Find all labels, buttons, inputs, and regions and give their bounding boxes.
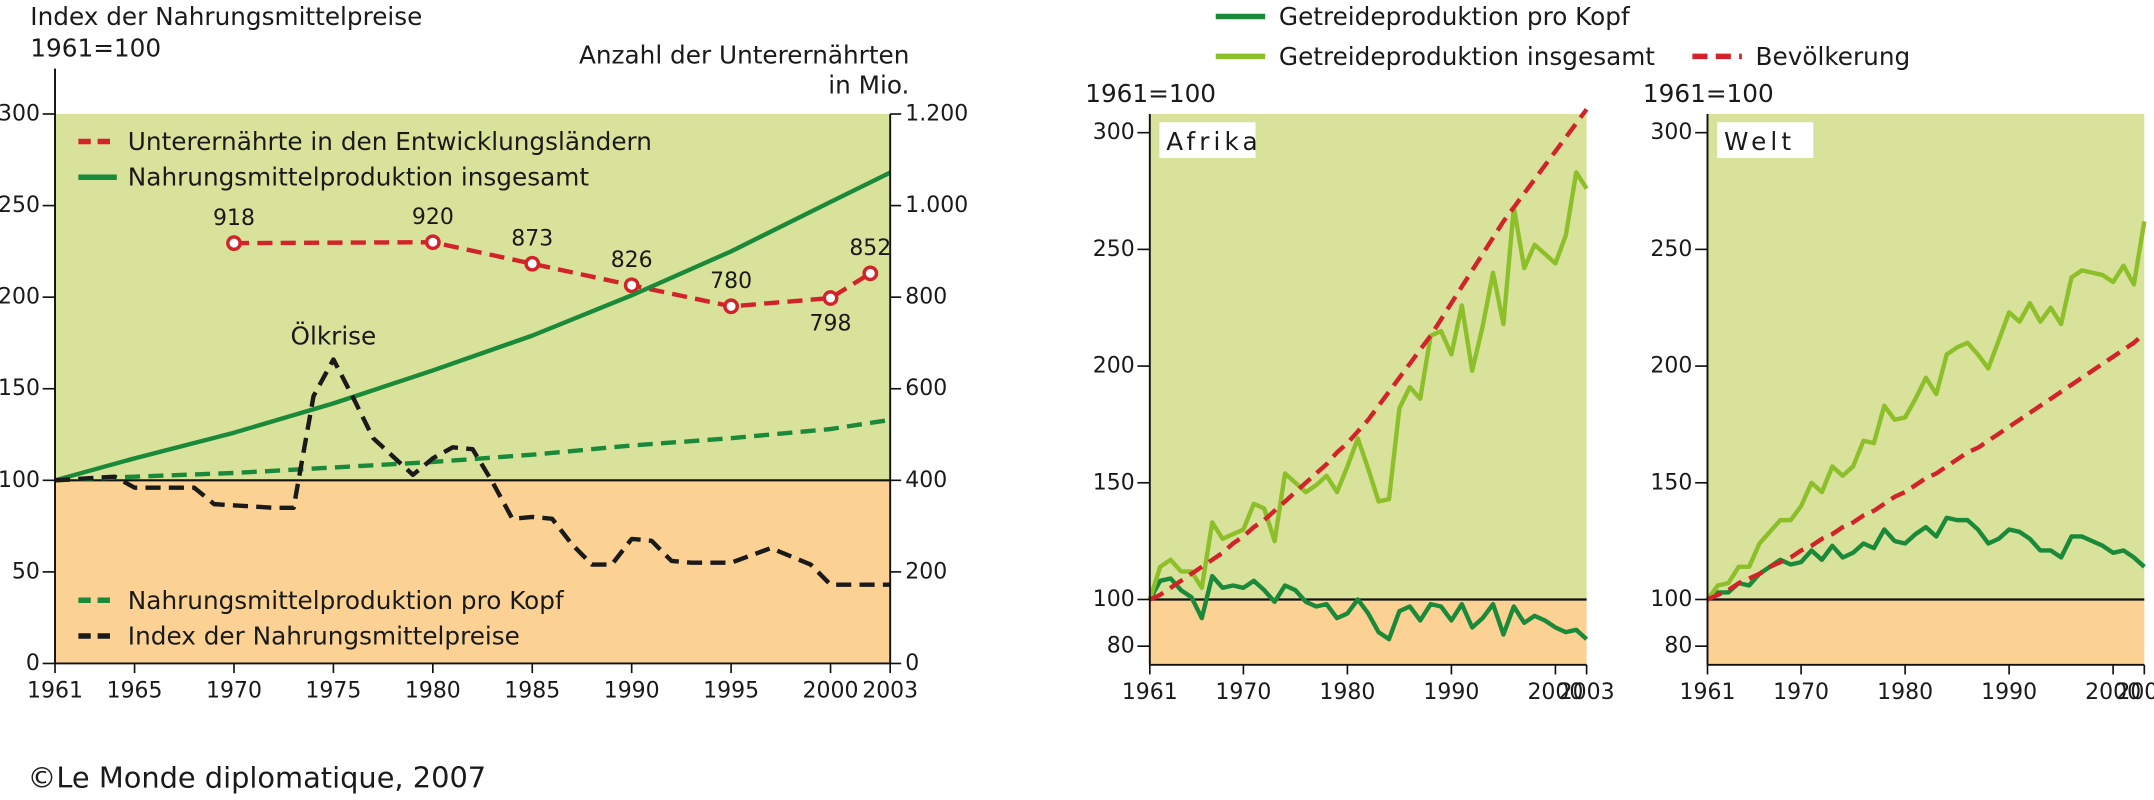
x-tick-label: 1995 xyxy=(703,678,759,703)
x-tick-label: 1985 xyxy=(504,678,560,703)
x-tick-label: 2000 xyxy=(2085,680,2141,705)
series-line xyxy=(54,417,891,483)
panel-title: Welt xyxy=(1724,127,1795,156)
y-tick-label: 100 xyxy=(1093,587,1135,612)
y-tick-label: 0 xyxy=(26,651,40,676)
y-tick-label: 250 xyxy=(1093,237,1135,262)
series-line xyxy=(1147,573,1589,642)
y-axis-label: 1961=100 xyxy=(1085,79,1216,108)
x-tick-label: 2000 xyxy=(803,678,859,703)
panel-title-box xyxy=(1159,122,1256,158)
marker xyxy=(424,234,441,251)
value-label: 780 xyxy=(710,269,752,294)
marker xyxy=(822,290,839,306)
legend-label: Nahrungsmittelproduktion insgesamt xyxy=(128,163,590,192)
annotation: Ölkrise xyxy=(291,322,377,351)
y2-tick-label: 800 xyxy=(905,285,947,310)
value-label: 852 xyxy=(849,236,891,261)
y2-axis-label: Anzahl der Unterernährten xyxy=(579,40,909,69)
plot-background-lower xyxy=(1149,599,1587,665)
value-label: 918 xyxy=(213,206,255,231)
y2-tick-label: 400 xyxy=(905,468,947,493)
series-line xyxy=(1148,108,1589,602)
x-tick-label: 1975 xyxy=(305,678,361,703)
series-line xyxy=(54,170,892,483)
y-tick-label: 300 xyxy=(1093,120,1135,145)
y2-tick-label: 1.200 xyxy=(905,102,968,127)
x-tick-label: 2000 xyxy=(1527,680,1583,705)
legend-label: Bevölkerung xyxy=(1756,42,1911,71)
legend-label: Getreideproduktion pro Kopf xyxy=(1279,2,1631,31)
marker xyxy=(862,265,879,282)
x-tick-label: 1961 xyxy=(1680,680,1736,705)
x-tick-label: 1980 xyxy=(1319,680,1375,705)
y-axis-label: 1961=100 xyxy=(30,34,161,63)
y-tick-label: 250 xyxy=(1650,237,1692,262)
legend-label: Nahrungsmittelproduktion pro Kopf xyxy=(128,586,565,615)
panel-title: Afrika xyxy=(1166,127,1262,156)
x-tick-label: 1961 xyxy=(1122,680,1178,705)
y2-tick-label: 1.000 xyxy=(905,193,968,218)
marker xyxy=(524,255,541,272)
x-tick-label: 1970 xyxy=(1773,680,1829,705)
x-tick-label: 1970 xyxy=(1215,680,1271,705)
x-tick-label: 1980 xyxy=(1877,680,1933,705)
x-tick-label: 1961 xyxy=(27,678,83,703)
marker xyxy=(623,277,640,294)
y2-tick-label: 600 xyxy=(905,376,947,401)
x-tick-label: 1990 xyxy=(1423,680,1479,705)
x-tick-label: 2003 xyxy=(1559,680,1615,705)
legend-label: Getreideproduktion insgesamt xyxy=(1279,42,1655,71)
y-tick-label: 80 xyxy=(1107,634,1135,659)
y-axis-label: Index der Nahrungsmittelpreise xyxy=(30,2,422,31)
series-line xyxy=(1706,331,2146,602)
value-label: 873 xyxy=(511,227,553,252)
y-tick-label: 250 xyxy=(0,193,40,218)
y-tick-label: 200 xyxy=(1093,354,1135,379)
value-label: 798 xyxy=(810,312,852,337)
source: ©Le Monde diplomatique, 2007 xyxy=(28,760,487,794)
value-label: 826 xyxy=(611,248,653,273)
y-tick-label: 150 xyxy=(1093,470,1135,495)
series-line xyxy=(1705,221,2147,601)
x-tick-label: 1990 xyxy=(1981,680,2037,705)
x-tick-label: 2003 xyxy=(2116,680,2154,705)
plot-background-upper xyxy=(1149,114,1587,600)
y-tick-label: 300 xyxy=(1650,120,1692,145)
y-tick-label: 200 xyxy=(1650,354,1692,379)
x-tick-label: 1980 xyxy=(405,678,461,703)
y2-tick-label: 200 xyxy=(905,559,947,584)
x-tick-label: 2003 xyxy=(862,678,918,703)
legend-label: Unterernährte in den Entwicklungsländern xyxy=(128,127,652,156)
value-label: 920 xyxy=(412,205,454,230)
y-tick-label: 100 xyxy=(0,468,40,493)
x-tick-label: 1990 xyxy=(604,678,660,703)
y-axis-label: 1961=100 xyxy=(1643,79,1774,108)
plot-background-lower xyxy=(55,480,891,664)
plot-background-upper xyxy=(55,114,891,481)
y-tick-label: 300 xyxy=(0,102,40,127)
y-tick-label: 100 xyxy=(1650,587,1692,612)
y2-tick-label: 0 xyxy=(905,651,919,676)
marker xyxy=(723,298,740,315)
x-tick-label: 1970 xyxy=(206,678,262,703)
panel-title-box xyxy=(1717,122,1814,158)
y-tick-label: 150 xyxy=(1650,470,1692,495)
y-tick-label: 200 xyxy=(0,285,40,310)
x-tick-label: 1965 xyxy=(107,678,163,703)
y-tick-label: 150 xyxy=(0,376,40,401)
y2-axis-label: in Mio. xyxy=(828,71,909,100)
plot-background-lower xyxy=(1707,599,2145,665)
y-tick-label: 50 xyxy=(12,559,40,584)
marker xyxy=(226,235,242,252)
legend-label: Index der Nahrungsmittelpreise xyxy=(128,621,520,650)
y-tick-label: 80 xyxy=(1664,634,1692,659)
